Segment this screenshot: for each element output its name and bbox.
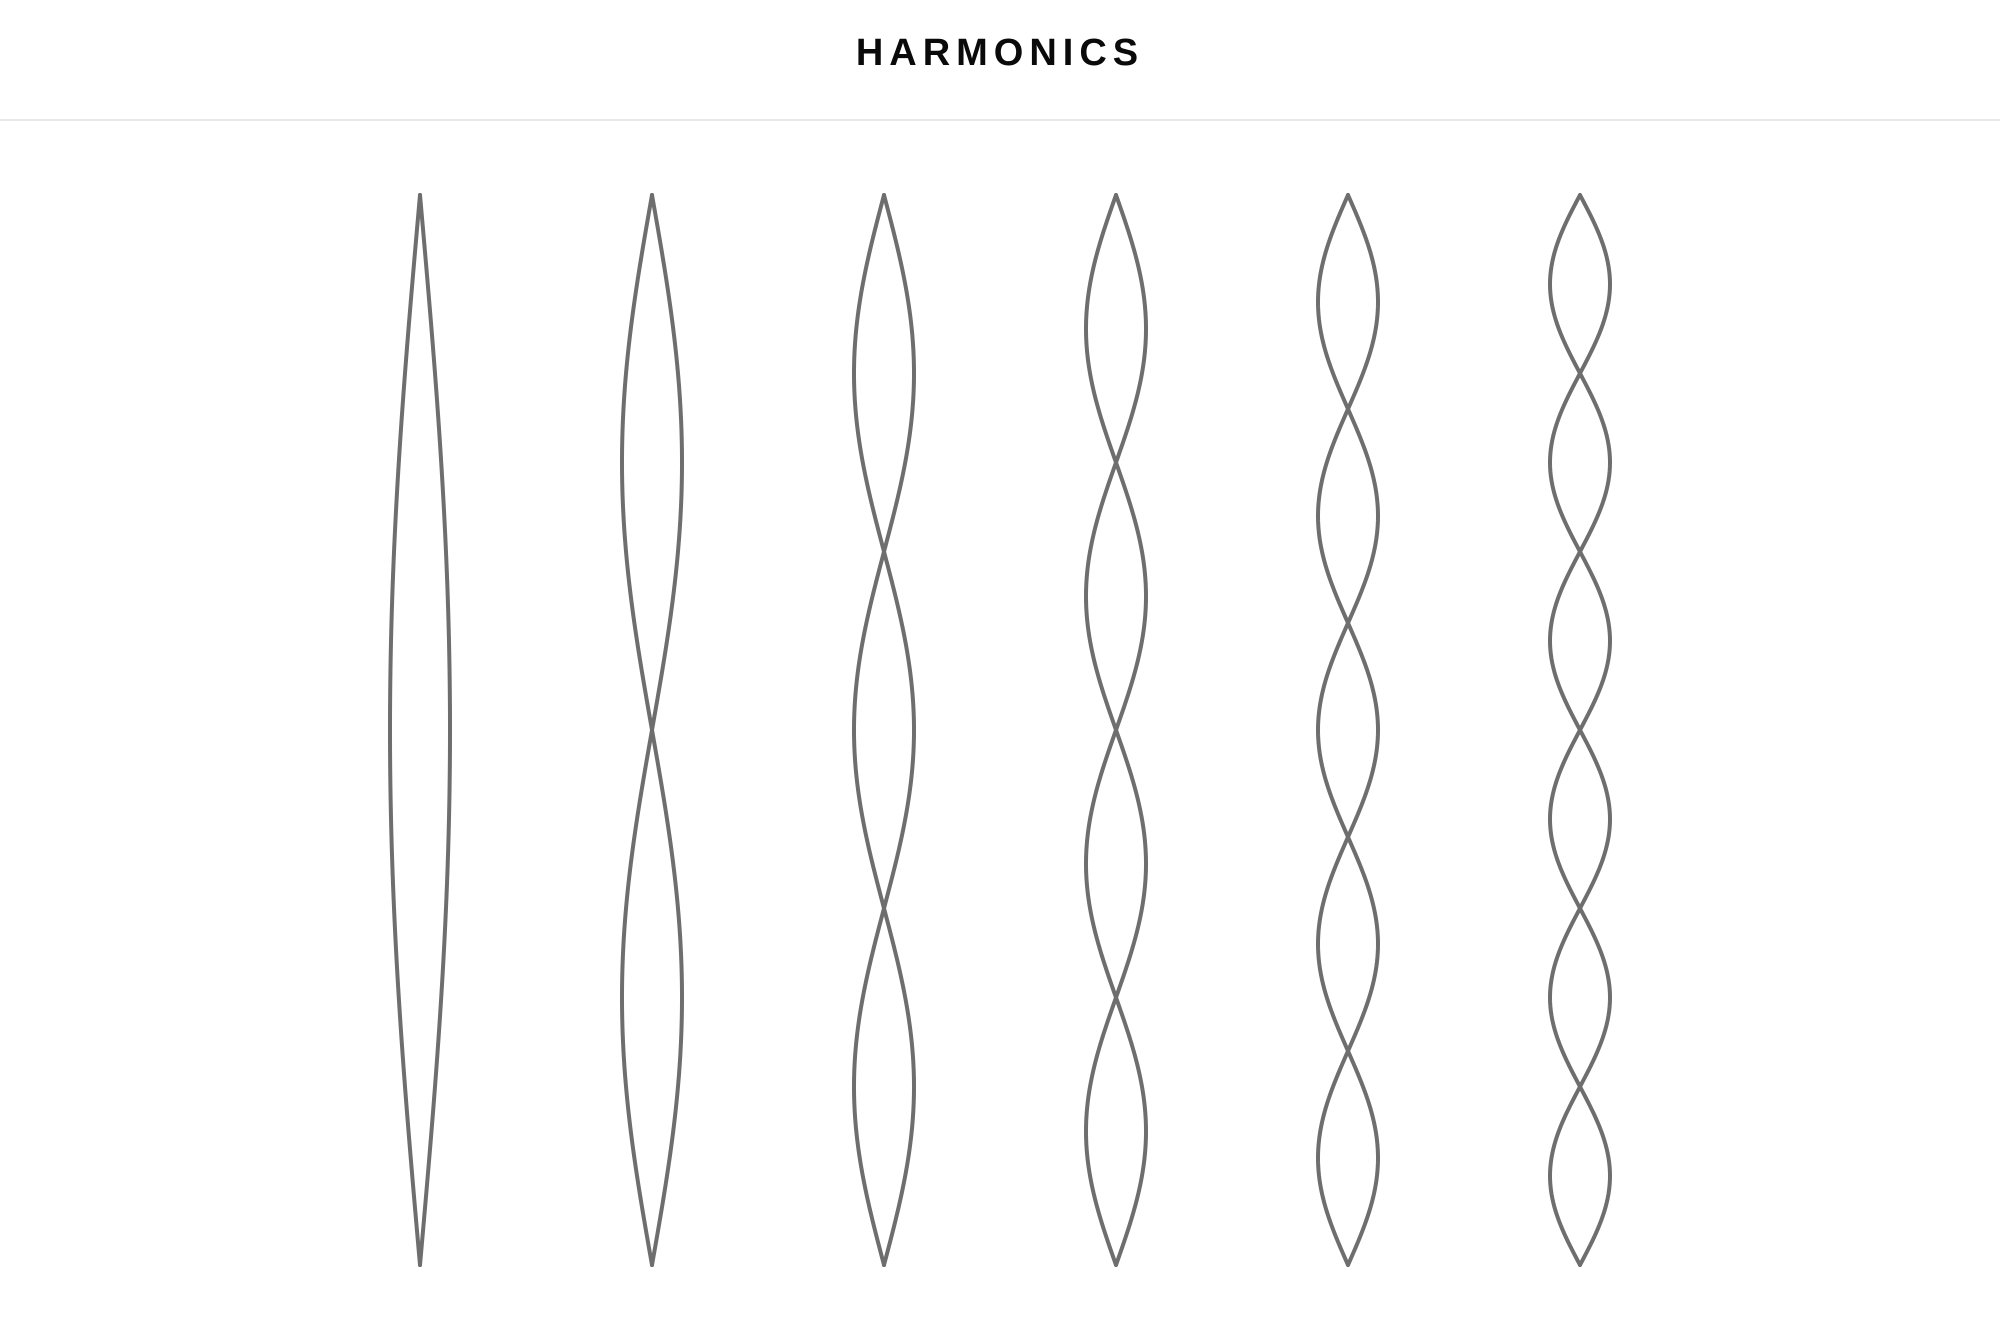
harmonic-3-envelope-right: [854, 195, 914, 1265]
harmonic-4-envelope-left: [1086, 195, 1146, 1265]
harmonics-svg: [370, 185, 1630, 1275]
harmonic-4: [1086, 195, 1146, 1265]
harmonic-1-envelope-left: [390, 195, 420, 1265]
harmonic-3: [854, 195, 914, 1265]
harmonic-6: [1550, 195, 1610, 1265]
header: HARMONICS: [0, 0, 2000, 121]
harmonic-1-envelope-right: [420, 195, 450, 1265]
harmonics-diagram: [0, 185, 2000, 1275]
harmonic-2-envelope-left: [622, 195, 682, 1265]
page-title: HARMONICS: [0, 32, 2000, 75]
harmonic-6-envelope-left: [1550, 195, 1610, 1265]
harmonic-5: [1318, 195, 1378, 1265]
harmonic-3-envelope-left: [854, 195, 914, 1265]
harmonic-2: [622, 195, 682, 1265]
harmonic-1: [390, 195, 450, 1265]
